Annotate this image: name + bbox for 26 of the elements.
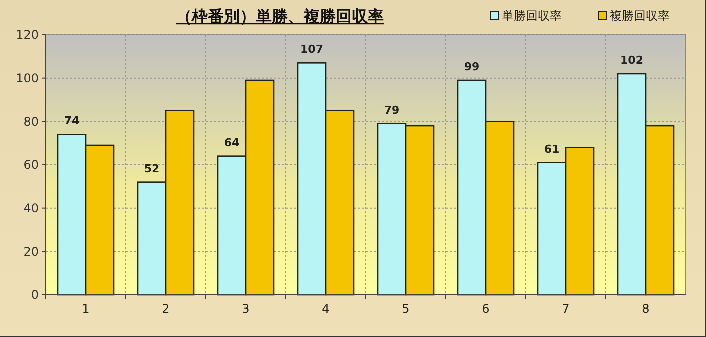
y-tick-label: 80	[24, 114, 39, 129]
x-tick-label: 8	[642, 302, 650, 316]
legend-label: 単勝回収率	[502, 9, 562, 23]
x-tick-label: 3	[242, 302, 250, 316]
x-tick-label: 5	[402, 302, 410, 316]
legend-label: 複勝回収率	[610, 9, 670, 23]
y-tick-label: 100	[16, 72, 39, 86]
x-tick-label: 6	[482, 302, 490, 316]
data-label: 52	[144, 162, 160, 176]
data-label: 107	[300, 43, 324, 56]
x-tick-label: 2	[162, 302, 170, 316]
y-tick-label: 60	[24, 158, 39, 172]
x-tick-label: 1	[82, 302, 90, 316]
y-tick-label: 120	[16, 28, 39, 42]
x-tick-label: 7	[562, 302, 570, 316]
x-tick-label: 4	[322, 302, 330, 316]
data-label: 99	[464, 60, 480, 74]
data-label: 79	[384, 104, 400, 117]
y-tick-label: 0	[31, 288, 39, 302]
y-tick-label: 20	[24, 244, 39, 259]
y-tick-label: 40	[24, 202, 39, 216]
data-label: 64	[224, 136, 240, 150]
data-label: 61	[544, 142, 560, 156]
data-label: 102	[620, 54, 644, 67]
chart-title: （枠番別）単勝、複勝回収率	[176, 7, 384, 26]
data-label: 74	[64, 114, 80, 128]
